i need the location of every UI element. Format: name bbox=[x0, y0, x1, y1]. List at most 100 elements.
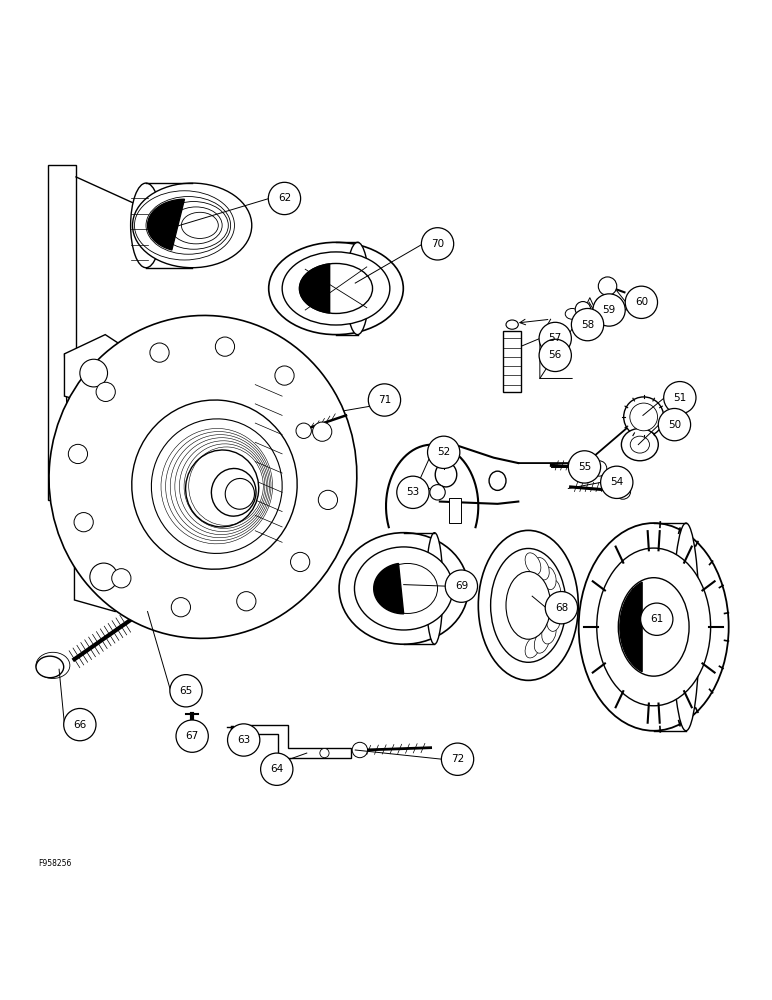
Polygon shape bbox=[300, 264, 330, 313]
Text: 59: 59 bbox=[602, 305, 616, 315]
Ellipse shape bbox=[49, 315, 357, 638]
Circle shape bbox=[598, 277, 617, 295]
Circle shape bbox=[352, 742, 367, 758]
Text: 66: 66 bbox=[73, 720, 86, 730]
Ellipse shape bbox=[96, 382, 115, 401]
Ellipse shape bbox=[215, 337, 235, 356]
Ellipse shape bbox=[159, 202, 229, 249]
Ellipse shape bbox=[112, 569, 131, 588]
Circle shape bbox=[664, 382, 696, 414]
Ellipse shape bbox=[318, 490, 337, 510]
Ellipse shape bbox=[547, 608, 560, 631]
Ellipse shape bbox=[525, 553, 541, 575]
Circle shape bbox=[64, 708, 96, 741]
Ellipse shape bbox=[624, 397, 664, 437]
Circle shape bbox=[320, 748, 329, 758]
Ellipse shape bbox=[171, 598, 191, 617]
Text: 58: 58 bbox=[581, 320, 594, 330]
Circle shape bbox=[442, 743, 474, 775]
Text: 67: 67 bbox=[185, 731, 198, 741]
Ellipse shape bbox=[151, 419, 283, 553]
Text: 56: 56 bbox=[549, 350, 562, 360]
Circle shape bbox=[430, 485, 445, 500]
Ellipse shape bbox=[579, 523, 729, 731]
Ellipse shape bbox=[36, 652, 69, 678]
Circle shape bbox=[368, 384, 401, 416]
Ellipse shape bbox=[290, 552, 310, 572]
Circle shape bbox=[539, 322, 571, 355]
Ellipse shape bbox=[354, 547, 453, 630]
Text: 50: 50 bbox=[668, 420, 681, 430]
Circle shape bbox=[228, 724, 260, 756]
Ellipse shape bbox=[630, 436, 649, 453]
Circle shape bbox=[630, 403, 658, 431]
Ellipse shape bbox=[621, 428, 659, 461]
Ellipse shape bbox=[534, 631, 549, 653]
Ellipse shape bbox=[150, 343, 169, 362]
Text: 71: 71 bbox=[378, 395, 391, 405]
Text: 60: 60 bbox=[635, 297, 648, 307]
Text: 61: 61 bbox=[650, 614, 663, 624]
Circle shape bbox=[170, 675, 202, 707]
Ellipse shape bbox=[269, 242, 403, 335]
Text: 54: 54 bbox=[610, 477, 624, 487]
Polygon shape bbox=[503, 331, 521, 392]
Ellipse shape bbox=[426, 533, 443, 644]
Circle shape bbox=[615, 484, 631, 499]
Circle shape bbox=[261, 753, 293, 785]
Circle shape bbox=[296, 423, 311, 438]
Ellipse shape bbox=[479, 530, 578, 680]
Ellipse shape bbox=[68, 444, 87, 464]
Text: 69: 69 bbox=[455, 581, 468, 591]
Text: F958256: F958256 bbox=[39, 859, 72, 868]
Ellipse shape bbox=[185, 450, 259, 527]
Ellipse shape bbox=[181, 212, 218, 238]
Text: 64: 64 bbox=[270, 764, 283, 774]
Ellipse shape bbox=[313, 422, 332, 441]
Circle shape bbox=[601, 466, 633, 498]
Polygon shape bbox=[449, 498, 462, 523]
Ellipse shape bbox=[534, 558, 549, 580]
Ellipse shape bbox=[237, 592, 256, 611]
Ellipse shape bbox=[618, 578, 689, 676]
Polygon shape bbox=[65, 354, 82, 565]
Ellipse shape bbox=[378, 563, 438, 613]
Ellipse shape bbox=[132, 400, 297, 569]
Ellipse shape bbox=[542, 567, 556, 590]
Ellipse shape bbox=[672, 523, 699, 731]
Ellipse shape bbox=[134, 191, 235, 260]
Text: 63: 63 bbox=[237, 735, 250, 745]
Text: 62: 62 bbox=[278, 193, 291, 203]
Ellipse shape bbox=[597, 548, 710, 706]
Text: 70: 70 bbox=[431, 239, 444, 249]
Ellipse shape bbox=[435, 462, 457, 487]
Ellipse shape bbox=[506, 572, 550, 639]
Circle shape bbox=[430, 448, 445, 463]
Ellipse shape bbox=[170, 207, 222, 244]
Ellipse shape bbox=[489, 471, 506, 490]
Polygon shape bbox=[65, 335, 123, 408]
Text: 57: 57 bbox=[549, 333, 562, 343]
Ellipse shape bbox=[130, 183, 161, 268]
Circle shape bbox=[659, 408, 691, 441]
Polygon shape bbox=[74, 542, 134, 612]
Text: 55: 55 bbox=[577, 462, 591, 472]
Ellipse shape bbox=[346, 242, 369, 335]
Ellipse shape bbox=[225, 478, 255, 509]
Ellipse shape bbox=[547, 579, 560, 602]
Circle shape bbox=[591, 461, 607, 476]
Circle shape bbox=[571, 308, 604, 341]
Text: 72: 72 bbox=[451, 754, 464, 764]
Text: 68: 68 bbox=[555, 603, 568, 613]
Polygon shape bbox=[374, 563, 404, 614]
Ellipse shape bbox=[339, 533, 469, 644]
Circle shape bbox=[445, 570, 478, 602]
Polygon shape bbox=[620, 582, 642, 672]
Circle shape bbox=[625, 286, 658, 318]
Ellipse shape bbox=[36, 656, 64, 678]
Ellipse shape bbox=[282, 252, 390, 325]
Text: 51: 51 bbox=[673, 393, 686, 403]
Ellipse shape bbox=[565, 308, 579, 319]
Circle shape bbox=[539, 339, 571, 372]
Polygon shape bbox=[48, 165, 76, 500]
